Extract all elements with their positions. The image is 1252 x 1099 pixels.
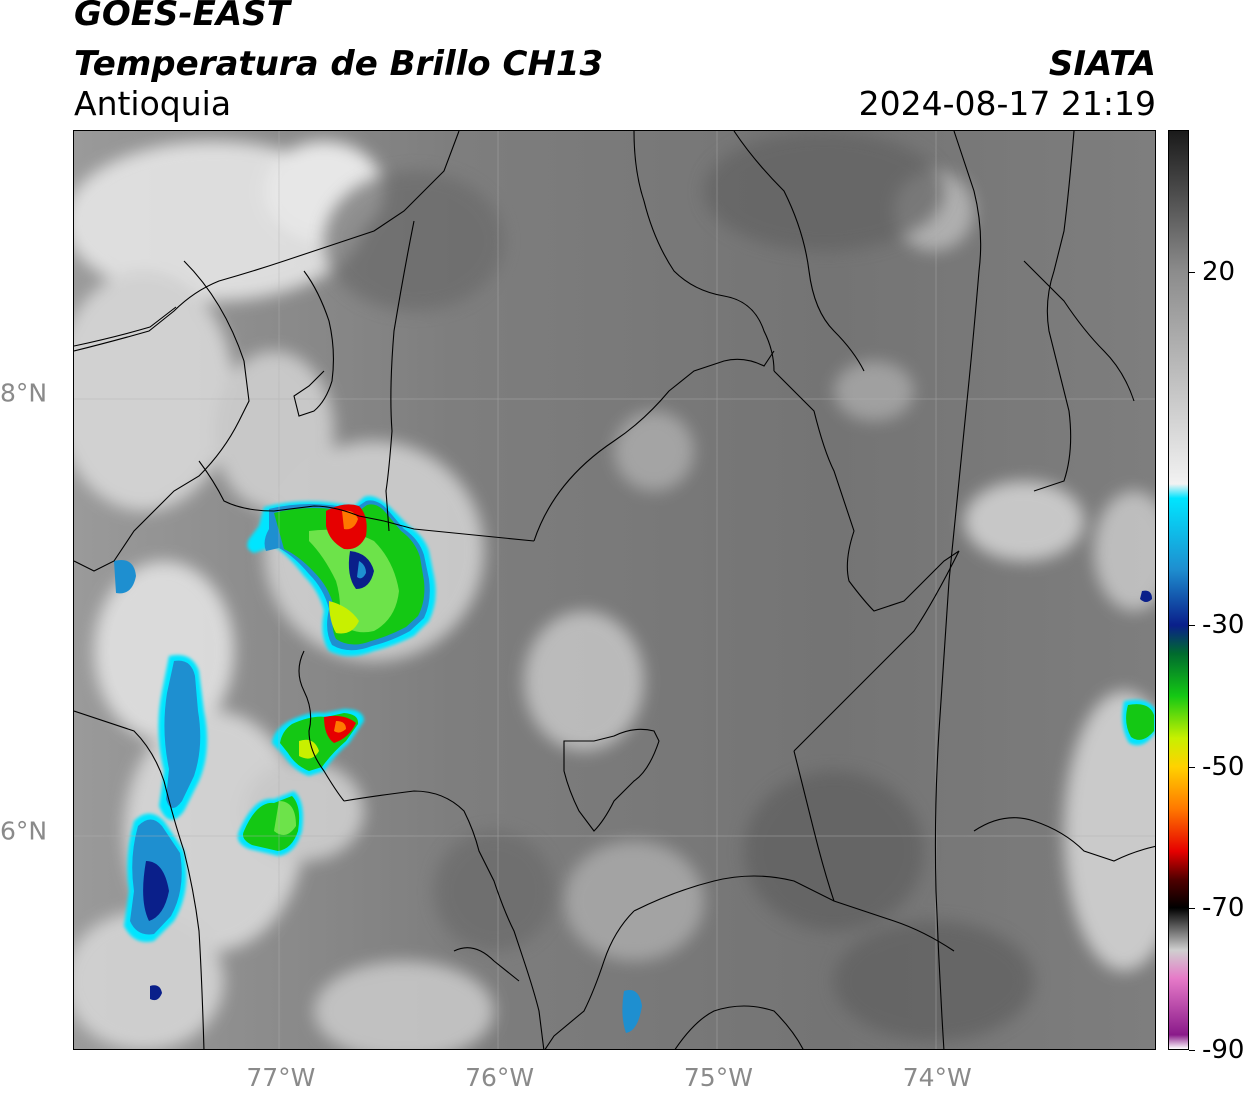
lon-label-75w: 75°W: [683, 1063, 753, 1092]
political-boundaries: [74, 131, 1155, 1049]
colorbar-tick: [1189, 766, 1195, 768]
lat-label-8n: 8°N: [0, 378, 48, 408]
satellite-title: GOES-EAST: [74, 0, 290, 34]
map-canvas: [74, 131, 1155, 1049]
dark-surface-areas: [324, 131, 1034, 1041]
lon-label-77w: 77°W: [246, 1063, 316, 1092]
product-title: Temperatura de Brillo CH13: [74, 44, 604, 84]
convective-cell-south: [272, 709, 364, 776]
colorbar-tick: [1189, 625, 1195, 627]
coastal-cold-clouds: [114, 560, 1155, 1033]
colorbar-label: -50: [1202, 751, 1245, 782]
lon-label-76w: 76°W: [465, 1063, 535, 1092]
colorbar-tick: [1189, 908, 1195, 910]
colorbar-label: 20: [1202, 256, 1236, 287]
agency-label: SIATA: [1048, 44, 1156, 84]
convective-cell-southwest: [237, 791, 303, 856]
colorbar-label: -70: [1202, 893, 1245, 924]
colorbar-label: -30: [1202, 610, 1245, 641]
datetime-label: 2024-08-17 21:19: [858, 84, 1156, 123]
colorbar-tick: [1189, 1050, 1195, 1051]
convective-cell-main: [247, 496, 436, 656]
temperature-colorbar: [1168, 130, 1189, 1050]
colorbar-tick: [1189, 271, 1195, 273]
brightness-temperature-map: [73, 130, 1156, 1050]
lon-label-74w: 74°W: [902, 1063, 972, 1092]
colorbar-label: -90: [1202, 1035, 1245, 1065]
lat-label-6n: 6°N: [0, 816, 48, 846]
region-label: Antioquia: [74, 84, 232, 123]
